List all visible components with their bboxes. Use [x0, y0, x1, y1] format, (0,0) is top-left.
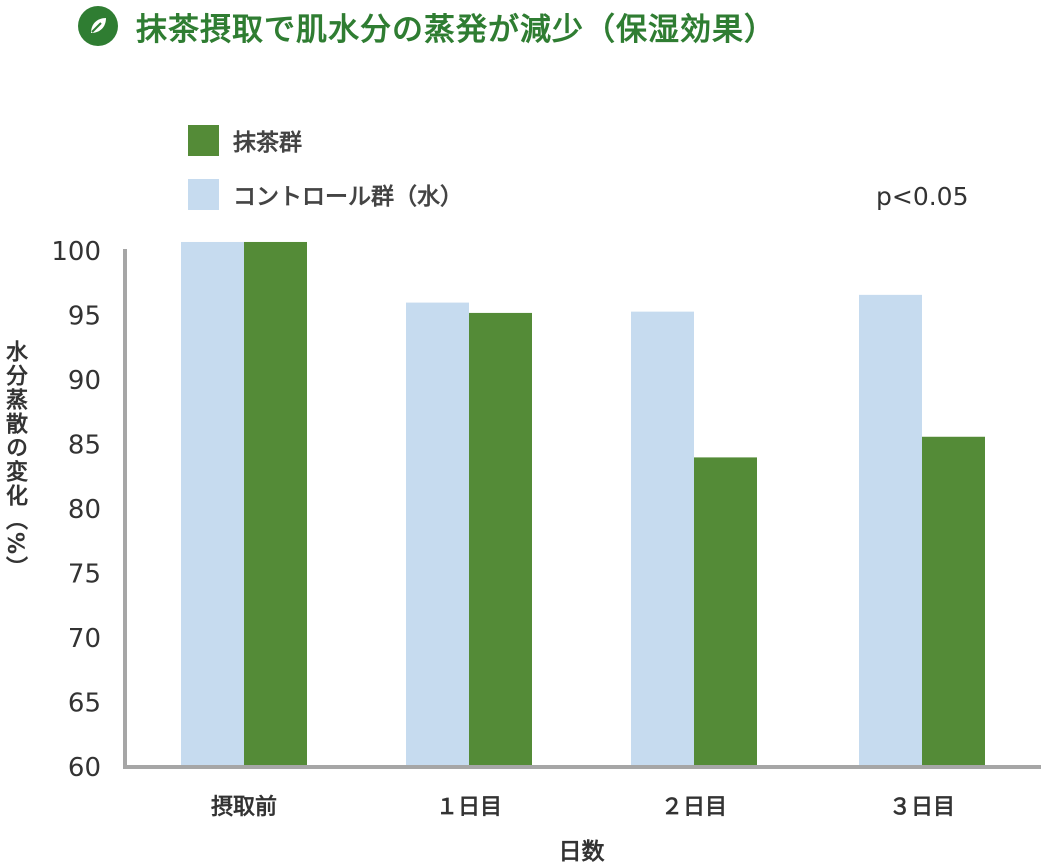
y-tick-label: 90	[68, 366, 101, 396]
y-tick-label: 75	[68, 560, 101, 590]
leaf-icon	[78, 6, 118, 46]
bar-control-1	[406, 302, 469, 767]
legend-label-control: コントロール群（水）	[233, 184, 463, 210]
y-tick-label: 100	[51, 237, 101, 267]
x-axis-label: 日数	[558, 839, 605, 865]
y-tick-label: 85	[68, 431, 101, 461]
bar-matcha-2	[694, 457, 757, 767]
y-tick-label: 70	[68, 624, 101, 654]
x-tick-label: １日目	[436, 795, 502, 820]
legend-swatch-control	[188, 178, 219, 210]
p-value-label: p<0.05	[876, 182, 969, 211]
legend-item-control: コントロール群（水）	[188, 176, 463, 212]
y-tick-label: 60	[68, 753, 101, 783]
bar-matcha-1	[469, 312, 532, 767]
y-tick-label: 95	[68, 302, 101, 332]
x-tick-label: 摂取前	[211, 794, 277, 820]
y-tick-label: 80	[68, 495, 101, 525]
bar-matcha-0	[244, 241, 307, 768]
y-axis-label: 水分蒸散の変化（%）	[2, 340, 27, 581]
x-tick-label: ３日目	[889, 795, 955, 820]
bar-control-2	[631, 311, 694, 767]
x-tick-label: ２日目	[661, 795, 727, 820]
legend-swatch-matcha	[188, 124, 219, 156]
bar-matcha-3	[922, 436, 985, 767]
bar-control-3	[859, 294, 922, 767]
chart-title: 抹茶摂取で肌水分の蒸発が減少（保湿効果）	[136, 11, 776, 48]
legend-label-matcha: 抹茶群	[233, 130, 302, 156]
y-tick-label: 65	[68, 689, 101, 719]
chart-title-row: 抹茶摂取で肌水分の蒸発が減少（保湿効果）	[78, 4, 776, 48]
legend-item-matcha: 抹茶群	[188, 122, 463, 158]
legend: 抹茶群 コントロール群（水）	[188, 122, 463, 230]
bar-control-0	[181, 241, 244, 768]
